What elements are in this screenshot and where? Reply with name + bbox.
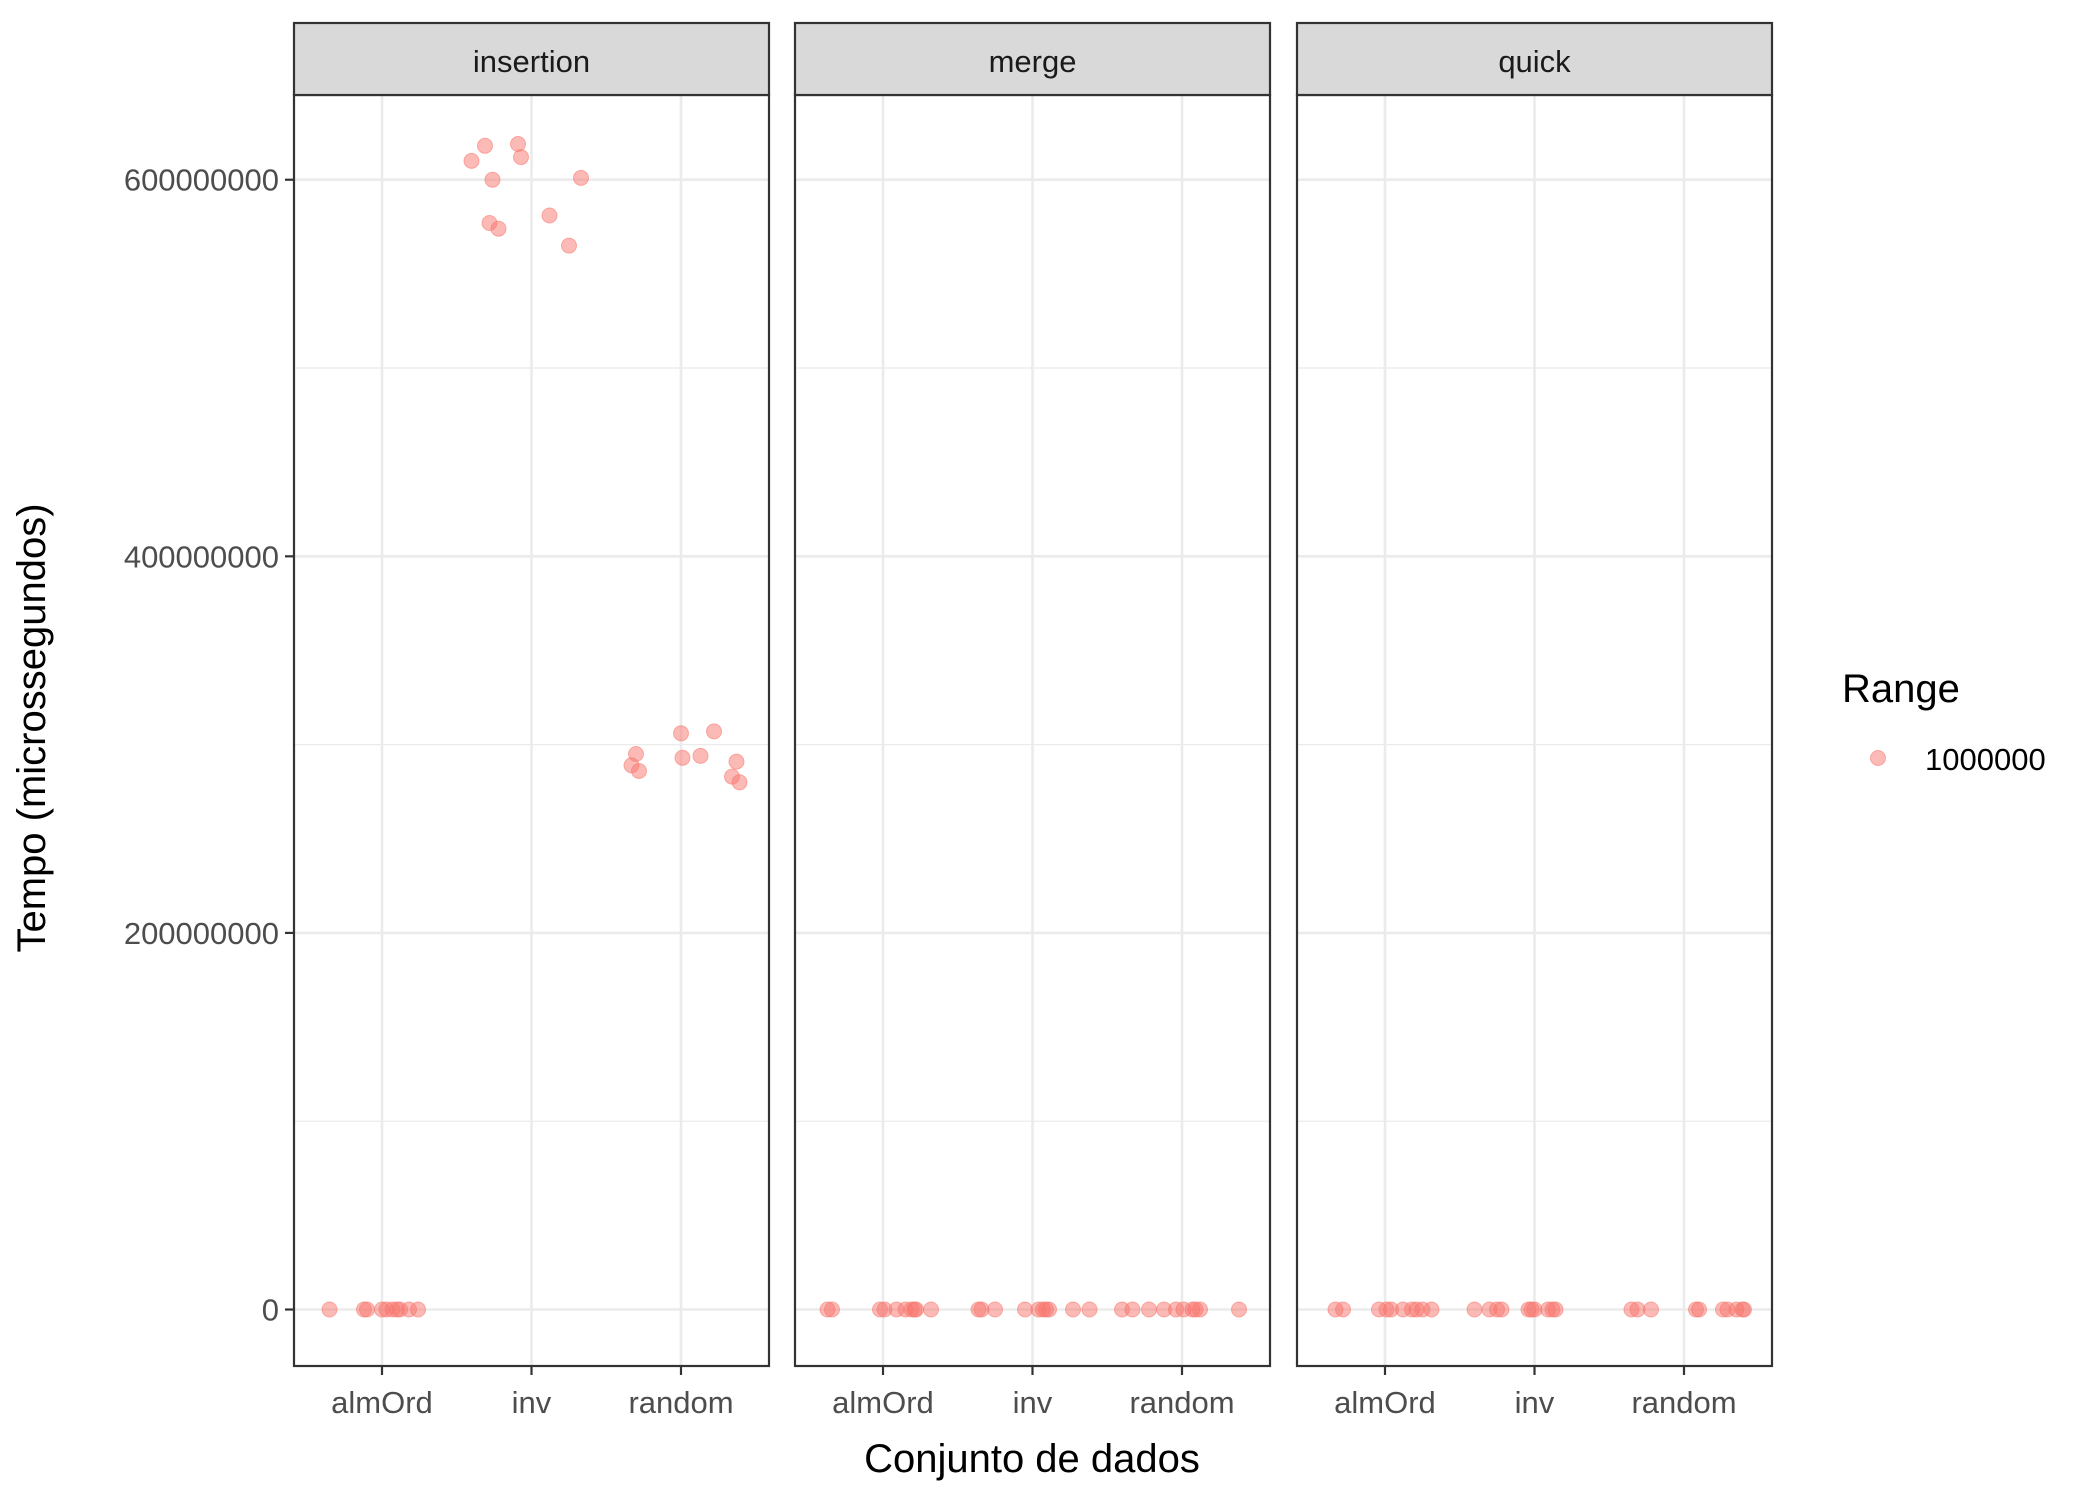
x-tick-label-almOrd: almOrd bbox=[331, 1385, 433, 1420]
data-point bbox=[908, 1301, 924, 1318]
data-point bbox=[484, 171, 501, 188]
data-point bbox=[1192, 1301, 1208, 1318]
data-point bbox=[573, 169, 589, 186]
x-tick-label-random: random bbox=[1631, 1385, 1736, 1420]
data-point bbox=[1493, 1301, 1510, 1318]
x-tick-label-almOrd: almOrd bbox=[1334, 1385, 1436, 1420]
data-point bbox=[1081, 1301, 1098, 1318]
data-point bbox=[1466, 1301, 1483, 1318]
legend: Range 1000000 bbox=[1842, 667, 2046, 777]
strip-merge bbox=[793, 21, 1272, 97]
data-point bbox=[1547, 1301, 1564, 1318]
data-point bbox=[541, 207, 558, 224]
data-point bbox=[513, 149, 529, 166]
data-point bbox=[1017, 1301, 1033, 1318]
x-axis-title: Conjunto de dados bbox=[864, 1437, 1200, 1481]
y-tick-label: 0 bbox=[262, 1293, 279, 1328]
legend-title: Range bbox=[1842, 667, 1960, 711]
strip-label-quick: quick bbox=[1498, 44, 1571, 79]
data-point bbox=[1335, 1301, 1351, 1318]
x-tick-label-random: random bbox=[1129, 1385, 1234, 1420]
y-axis: 0 200000000 400000000 600000000 bbox=[124, 163, 294, 1328]
strip-label-merge: merge bbox=[989, 44, 1077, 79]
data-point bbox=[1041, 1301, 1057, 1318]
legend-label-1000000: 1000000 bbox=[1925, 742, 2046, 777]
panel-merge: merge almOrd inv random bbox=[793, 21, 1272, 1420]
data-point bbox=[631, 763, 647, 779]
data-point bbox=[561, 237, 577, 254]
strip-insertion bbox=[292, 21, 771, 97]
data-point bbox=[673, 725, 689, 742]
data-point bbox=[923, 1301, 939, 1318]
data-point bbox=[1736, 1301, 1752, 1318]
data-point bbox=[973, 1301, 990, 1318]
data-point bbox=[731, 774, 748, 791]
data-point bbox=[1141, 1301, 1157, 1318]
x-tick-label-inv: inv bbox=[1515, 1385, 1555, 1420]
x-tick-label-inv: inv bbox=[512, 1385, 552, 1420]
data-point bbox=[510, 136, 526, 152]
data-point bbox=[728, 753, 745, 770]
data-point bbox=[463, 152, 480, 169]
y-tick-label: 200000000 bbox=[124, 916, 279, 951]
data-point bbox=[692, 747, 709, 764]
data-point bbox=[628, 746, 644, 762]
legend-key-1000000 bbox=[1870, 750, 1886, 766]
data-point bbox=[1691, 1301, 1707, 1318]
data-point bbox=[1124, 1301, 1141, 1318]
data-point bbox=[1526, 1301, 1543, 1318]
data-point bbox=[987, 1301, 1003, 1318]
data-point bbox=[824, 1301, 840, 1318]
data-point bbox=[321, 1301, 338, 1318]
data-point bbox=[1423, 1301, 1440, 1318]
data-point bbox=[410, 1301, 426, 1318]
data-point bbox=[1643, 1301, 1659, 1318]
data-point bbox=[1629, 1301, 1646, 1318]
data-point bbox=[1065, 1301, 1081, 1318]
strip-quick bbox=[1295, 21, 1774, 97]
data-point bbox=[706, 723, 722, 740]
strip-label-insertion: insertion bbox=[473, 44, 590, 79]
x-tick-label-inv: inv bbox=[1013, 1385, 1053, 1420]
data-point bbox=[1231, 1301, 1247, 1318]
panel-insertion: insertion almOrd inv random bbox=[292, 21, 771, 1420]
data-point bbox=[359, 1301, 375, 1318]
data-point bbox=[477, 137, 493, 154]
x-tick-label-random: random bbox=[628, 1385, 733, 1420]
y-tick-label: 600000000 bbox=[124, 163, 279, 198]
data-point bbox=[490, 220, 507, 237]
x-tick-label-almOrd: almOrd bbox=[832, 1385, 934, 1420]
data-point bbox=[674, 749, 691, 766]
y-axis-title: Tempo (microssegundos) bbox=[10, 503, 54, 952]
panel-quick: quick almOrd inv random bbox=[1295, 21, 1774, 1420]
y-tick-label: 400000000 bbox=[124, 539, 279, 574]
facet-panels: insertion almOrd inv random merge almOrd inv ra… bbox=[292, 21, 1774, 1420]
